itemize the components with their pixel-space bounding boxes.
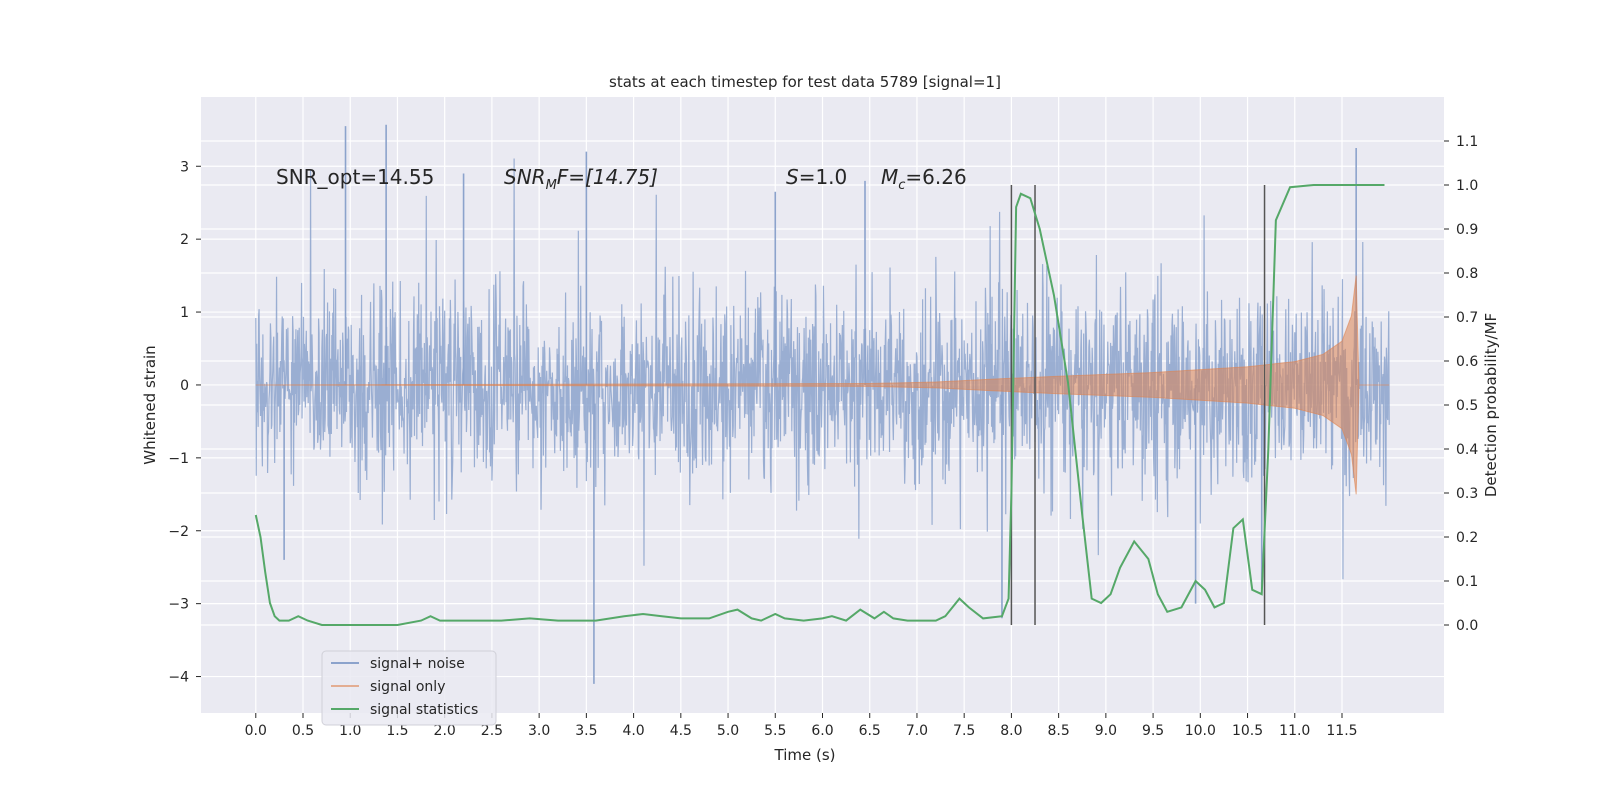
series-signal-only	[255, 275, 1390, 495]
legend-label-signal-noise: signal+ noise	[370, 656, 465, 672]
annotation-mc-symbol: M	[881, 165, 898, 189]
x-tick-label: 9.0	[1095, 723, 1117, 739]
x-axis: 0.0 0.5 1.0 1.5 2.0 2.5 3.0 3.5 4.0 4.5 5.0 5.5 6.0 6…	[245, 713, 1358, 739]
y-axis-right: 1.1 1.0 0.9 0.8 0.7 0.6 0.5 0.4 0.3 0.2 0.1 0.0	[1444, 134, 1478, 634]
annotation-snr-opt: SNR_opt=14.55	[276, 165, 434, 189]
y-right-tick-label: 0.3	[1456, 486, 1478, 502]
x-tick-label: 5.0	[717, 723, 739, 739]
y-axis-label: Whitened strain	[141, 345, 159, 464]
annotation-mc: Mc=6.26	[881, 165, 967, 193]
y-right-tick-label: 0.7	[1456, 310, 1478, 326]
x-tick-label: 4.5	[670, 723, 692, 739]
annotation-s-value: =1.0	[799, 165, 848, 189]
y-right-tick-label: 0.2	[1456, 530, 1478, 546]
x-tick-label: 1.0	[339, 723, 361, 739]
annotation-mc-sub: c	[898, 178, 905, 193]
y-right-tick-label: 0.0	[1456, 618, 1478, 634]
y-tick-label: −3	[168, 597, 189, 613]
y-right-tick-label: 0.8	[1456, 266, 1478, 282]
x-tick-label: 10.5	[1232, 723, 1263, 739]
chart-title: stats at each timestep for test data 578…	[609, 73, 1001, 91]
y-tick-label: 0	[180, 378, 189, 394]
x-tick-label: 5.5	[764, 723, 786, 739]
x-tick-label: 8.0	[1000, 723, 1022, 739]
legend-label-signal-only: signal only	[370, 679, 445, 695]
x-tick-label: 3.5	[575, 723, 597, 739]
annotation-snr-mf-sub: M	[546, 178, 557, 193]
x-tick-label: 0.0	[245, 723, 267, 739]
x-tick-label: 2.5	[481, 723, 503, 739]
series-signal-noise	[255, 158, 1390, 580]
y-tick-label: −2	[168, 524, 189, 540]
y-right-tick-label: 0.6	[1456, 354, 1478, 370]
y-right-tick-label: 1.1	[1456, 134, 1478, 150]
y-right-tick-label: 0.5	[1456, 398, 1478, 414]
y-tick-label: 2	[180, 232, 189, 248]
x-tick-label: 9.5	[1142, 723, 1164, 739]
series-signal-statistics	[254, 184, 1385, 626]
legend: signal+ noise signal only signal statist…	[321, 650, 497, 726]
x-tick-label: 7.0	[906, 723, 928, 739]
x-tick-label: 6.5	[859, 723, 881, 739]
y-axis-left: 3 2 1 0 −1 −2 −3 −4	[168, 159, 201, 686]
x-tick-label: 8.5	[1047, 723, 1069, 739]
annotation-snr-mf-f: F=[14.75]	[557, 165, 658, 189]
y-tick-label: 1	[180, 305, 189, 321]
y-right-tick-label: 1.0	[1456, 178, 1478, 194]
x-tick-label: 1.5	[386, 723, 408, 739]
annotation-snr-mf: SNRMF=[14.75]	[504, 165, 658, 193]
x-tick-label: 2.0	[434, 723, 456, 739]
annotation-s-symbol: S	[786, 165, 799, 189]
y-right-tick-label: 0.4	[1456, 442, 1478, 458]
x-tick-label: 10.0	[1185, 723, 1216, 739]
x-tick-label: 0.5	[292, 723, 314, 739]
legend-label-signal-statistics: signal statistics	[370, 702, 478, 718]
annotation-s: S=1.0	[786, 165, 847, 189]
y-tick-label: −1	[168, 451, 189, 467]
x-tick-label: 11.0	[1279, 723, 1310, 739]
y-right-tick-label: 0.1	[1456, 574, 1478, 590]
x-tick-label: 6.0	[811, 723, 833, 739]
plot-area	[201, 97, 1444, 713]
y-right-tick-label: 0.9	[1456, 222, 1478, 238]
x-tick-label: 7.5	[953, 723, 975, 739]
x-tick-label: 3.0	[528, 723, 550, 739]
y-tick-label: −4	[168, 670, 189, 686]
y-axis-right-label: Detection probability/MF	[1482, 313, 1500, 497]
y-tick-label: 3	[180, 159, 189, 175]
legend-box	[321, 650, 497, 726]
x-tick-label: 4.0	[622, 723, 644, 739]
annotation-snr-mf-main: SNR	[504, 165, 546, 189]
annotation-mc-value: =6.26	[905, 165, 966, 189]
x-tick-label: 11.5	[1326, 723, 1357, 739]
x-axis-label: Time (s)	[774, 746, 836, 764]
